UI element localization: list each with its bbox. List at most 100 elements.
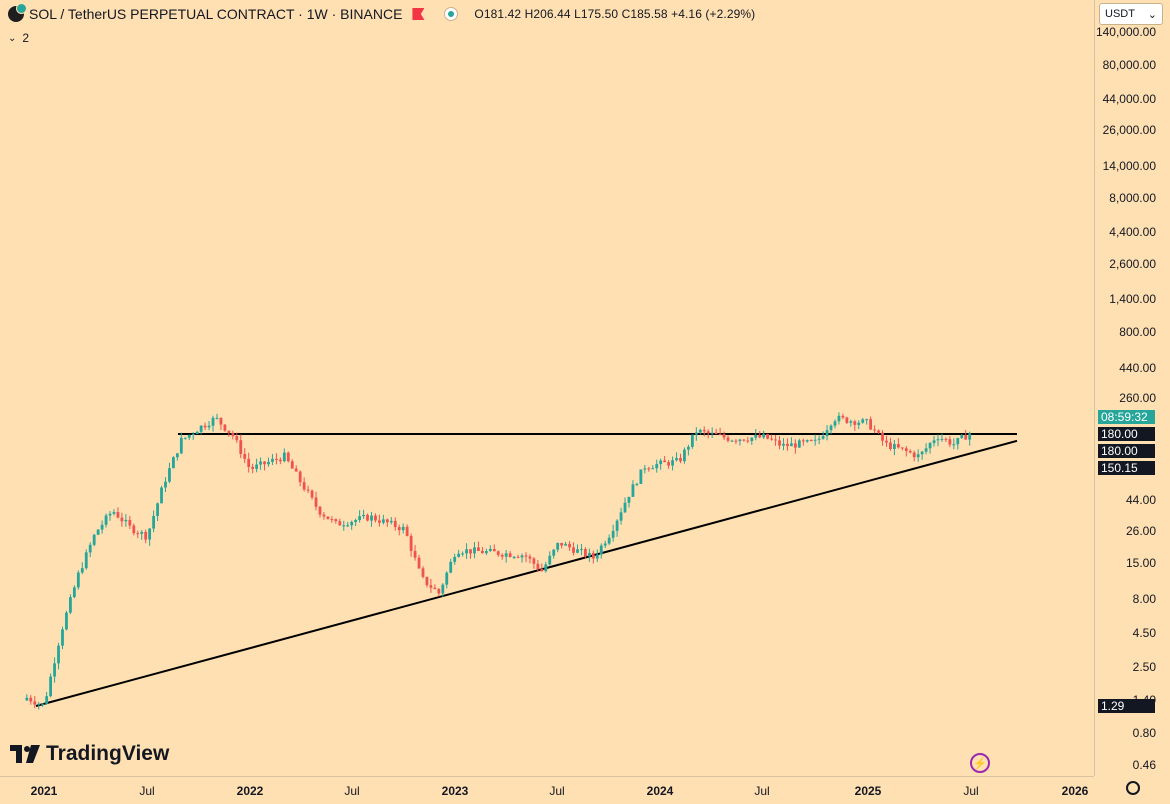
candle <box>239 434 243 459</box>
settings-icon[interactable] <box>1126 781 1140 795</box>
candle-body <box>920 451 924 455</box>
candle <box>718 427 722 436</box>
candle-body <box>829 425 833 431</box>
candle <box>552 548 556 559</box>
chevron-down-icon: ⌄ <box>8 32 17 44</box>
candle-body <box>247 458 251 467</box>
candle <box>865 418 869 425</box>
candle <box>338 518 342 526</box>
candle-body <box>956 438 960 445</box>
candle <box>72 585 76 599</box>
candle-body <box>429 585 433 588</box>
candle <box>623 497 627 513</box>
candle <box>152 510 156 533</box>
price-tag-trendline: 150.15 <box>1098 461 1155 475</box>
chart-area[interactable] <box>0 0 1094 776</box>
candle-body <box>853 421 857 425</box>
candle-body <box>211 417 215 426</box>
candle-body <box>714 432 718 435</box>
candle-body <box>595 554 599 559</box>
candle-body <box>821 436 825 439</box>
candle <box>298 470 302 487</box>
indicators-toggle[interactable]: ⌄ 2 <box>8 31 29 45</box>
candle <box>45 691 49 705</box>
candle <box>825 425 829 441</box>
candle <box>659 458 663 470</box>
tradingview-logo[interactable]: TradingView <box>10 742 169 766</box>
candle <box>199 425 203 435</box>
candle-body <box>334 519 338 522</box>
candle <box>877 429 880 434</box>
candle <box>750 437 754 445</box>
candle <box>540 563 544 572</box>
candle-body <box>603 543 607 546</box>
trendline[interactable] <box>35 439 1018 707</box>
candle <box>940 433 944 442</box>
candle <box>778 436 781 450</box>
candle-body <box>88 544 92 553</box>
market-status-icon[interactable] <box>444 7 459 21</box>
candle-body <box>374 515 377 521</box>
candle <box>267 457 270 467</box>
candle-body <box>278 459 282 462</box>
candle <box>504 549 508 563</box>
currency-select[interactable]: USDT ⌄ <box>1099 3 1163 25</box>
candle-body <box>584 549 587 557</box>
candle <box>580 544 583 556</box>
candle <box>124 514 128 527</box>
candle <box>952 438 956 450</box>
chevron-down-icon: ⌄ <box>1147 8 1157 21</box>
candle <box>873 425 877 434</box>
candle-body <box>298 471 302 483</box>
flag-icon[interactable] <box>412 8 425 20</box>
candle-body <box>164 481 167 488</box>
candle-body <box>770 438 774 440</box>
candle <box>591 550 595 564</box>
candle <box>809 439 813 442</box>
candle <box>516 554 520 559</box>
candle-body <box>786 443 789 447</box>
candle <box>191 432 195 440</box>
candle-body <box>968 433 972 440</box>
candle-body <box>69 597 72 613</box>
candle-body <box>156 503 159 516</box>
candle-body <box>679 457 682 462</box>
candle <box>172 456 175 469</box>
time-axis-label: 2023 <box>441 784 469 798</box>
candle-body <box>774 439 777 441</box>
candle-body <box>45 696 49 704</box>
time-axis[interactable] <box>0 776 1094 804</box>
candle-body <box>72 587 76 598</box>
candle-body <box>441 584 445 594</box>
candle <box>65 610 68 631</box>
candle <box>603 540 607 548</box>
price-chart[interactable] <box>0 0 1094 776</box>
candle <box>615 519 619 537</box>
candle <box>817 435 821 445</box>
candle <box>512 555 516 560</box>
candle-body <box>378 520 381 523</box>
price-axis-label: 14,000.00 <box>1102 159 1156 173</box>
candle-body <box>473 547 476 554</box>
candle-body <box>227 430 231 434</box>
candle-body <box>619 512 623 521</box>
candle <box>885 435 888 447</box>
candle-body <box>259 461 262 465</box>
symbol-title[interactable]: SOL / TetherUS PERPETUAL CONTRACT · 1W ·… <box>29 6 403 22</box>
candle-body <box>750 437 754 442</box>
candle <box>278 457 282 465</box>
candle-body <box>302 482 306 490</box>
candle-body <box>869 419 873 430</box>
candle <box>833 419 837 429</box>
candle <box>548 551 552 566</box>
candle-body <box>191 434 195 436</box>
candle <box>255 458 259 473</box>
candle-body <box>841 415 845 418</box>
lightning-icon[interactable]: ⚡ <box>970 753 990 773</box>
candle <box>960 433 964 439</box>
candle <box>793 439 797 454</box>
candle-body <box>687 446 690 450</box>
candle-body <box>104 515 108 525</box>
candle-body <box>877 430 880 433</box>
price-axis[interactable] <box>1094 0 1170 776</box>
